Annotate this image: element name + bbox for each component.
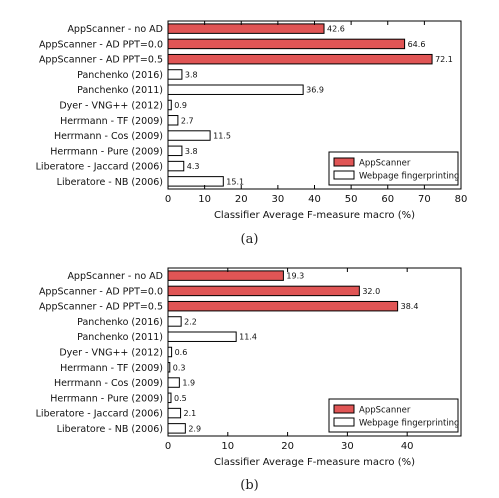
bar bbox=[167, 160, 185, 172]
category-label: AppScanner - no AD bbox=[67, 24, 163, 35]
bar bbox=[167, 115, 179, 126]
category-label: Liberatore - NB (2006) bbox=[57, 177, 163, 188]
category-label: Dyer - VNG++ (2012) bbox=[59, 101, 163, 112]
legend-swatch bbox=[333, 170, 355, 180]
value-label: 11.5 bbox=[213, 132, 231, 141]
x-tick-label: 60 bbox=[381, 194, 394, 205]
bar bbox=[167, 300, 399, 312]
category-label: Liberatore - NB (2006) bbox=[57, 424, 163, 435]
value-label: 3.8 bbox=[185, 147, 198, 156]
x-tick-label: 30 bbox=[272, 194, 285, 205]
category-label: Herrmann - TF (2009) bbox=[60, 116, 163, 127]
category-label: Liberatore - Jaccard (2006) bbox=[36, 409, 163, 420]
legend-label: AppScanner bbox=[359, 159, 411, 169]
bar bbox=[167, 99, 172, 111]
category-label: Dyer - VNG++ (2012) bbox=[59, 348, 163, 359]
value-label: 72.1 bbox=[435, 55, 453, 64]
x-tick-label: 70 bbox=[418, 194, 431, 205]
x-tick-label: 20 bbox=[235, 194, 248, 205]
value-label: 0.3 bbox=[173, 363, 186, 372]
category-label: AppScanner - AD PPT=0.0 bbox=[39, 39, 163, 50]
x-axis-label: Classifier Average F-measure macro (%) bbox=[214, 210, 415, 221]
category-label: Liberatore - Jaccard (2006) bbox=[36, 162, 163, 173]
bar bbox=[167, 130, 211, 141]
bar bbox=[167, 377, 180, 388]
bar bbox=[167, 331, 237, 342]
value-label: 1.9 bbox=[182, 379, 195, 388]
bar bbox=[167, 407, 182, 419]
x-tick-label: 30 bbox=[341, 441, 354, 452]
value-label: 32.0 bbox=[362, 287, 380, 296]
x-tick-label: 40 bbox=[401, 441, 414, 452]
legend-swatch bbox=[333, 404, 355, 414]
x-tick-label: 10 bbox=[221, 441, 234, 452]
figure-b: AppScanner - no AD 19.3 AppScanner - AD PP… bbox=[0, 262, 499, 472]
legend-label: Webpage fingerprinting bbox=[359, 419, 459, 429]
x-axis-label: Classifier Average F-measure macro (%) bbox=[214, 457, 415, 468]
value-label: 42.6 bbox=[327, 25, 345, 34]
category-label: Herrmann - Pure (2009) bbox=[50, 146, 163, 157]
x-tick-label: 0 bbox=[165, 194, 171, 205]
bar bbox=[167, 176, 224, 187]
value-label: 0.9 bbox=[174, 101, 187, 110]
value-label: 0.6 bbox=[175, 348, 188, 357]
bar bbox=[167, 270, 284, 281]
x-tick-label: 10 bbox=[198, 194, 211, 205]
category-label: Panchenko (2016) bbox=[77, 70, 163, 81]
bar bbox=[167, 423, 186, 434]
bar bbox=[167, 69, 183, 80]
bar bbox=[167, 23, 325, 34]
value-label: 0.5 bbox=[174, 394, 187, 403]
caption-a: (a) bbox=[240, 232, 259, 247]
value-label: 2.2 bbox=[184, 317, 197, 326]
bar bbox=[167, 145, 183, 157]
category-label: Herrmann - TF (2009) bbox=[60, 363, 163, 374]
category-label: Herrmann - Cos (2009) bbox=[54, 131, 163, 142]
value-label: 4.3 bbox=[187, 162, 200, 171]
value-label: 11.4 bbox=[239, 333, 257, 342]
x-tick-label: 40 bbox=[308, 194, 321, 205]
legend-swatch bbox=[333, 157, 355, 167]
bar bbox=[167, 316, 182, 327]
caption-b: (b) bbox=[240, 478, 259, 493]
category-label: Panchenko (2011) bbox=[77, 332, 163, 343]
x-tick-label: 50 bbox=[345, 194, 358, 205]
category-label: Panchenko (2011) bbox=[77, 85, 163, 96]
category-label: Herrmann - Cos (2009) bbox=[54, 378, 163, 389]
x-tick-label: 20 bbox=[281, 441, 294, 452]
value-label: 15.1 bbox=[226, 177, 244, 186]
category-label: AppScanner - AD PPT=0.0 bbox=[39, 286, 163, 297]
category-label: AppScanner - AD PPT=0.5 bbox=[39, 302, 163, 313]
value-label: 2.7 bbox=[181, 116, 194, 125]
bar bbox=[167, 346, 173, 358]
chart-b: AppScanner - no AD 19.3 AppScanner - AD PP… bbox=[36, 267, 462, 468]
category-label: Herrmann - Pure (2009) bbox=[50, 393, 163, 404]
value-label: 19.3 bbox=[286, 272, 304, 281]
value-label: 3.8 bbox=[185, 70, 198, 79]
value-label: 2.1 bbox=[184, 409, 197, 418]
bar bbox=[167, 392, 172, 404]
legend-swatch bbox=[333, 417, 355, 427]
x-tick-label: 80 bbox=[455, 194, 468, 205]
value-label: 64.6 bbox=[408, 40, 426, 49]
bar bbox=[167, 285, 360, 297]
chart-a: AppScanner - no AD 42.6 AppScanner - AD PP… bbox=[36, 20, 468, 221]
x-tick-label: 0 bbox=[165, 441, 171, 452]
category-label: Panchenko (2016) bbox=[77, 317, 163, 328]
value-label: 36.9 bbox=[306, 86, 324, 95]
value-label: 2.9 bbox=[188, 424, 201, 433]
legend-label: Webpage fingerprinting bbox=[359, 172, 459, 182]
value-label: 38.4 bbox=[401, 302, 419, 311]
bar bbox=[167, 84, 304, 95]
bar bbox=[167, 53, 433, 65]
bar bbox=[167, 362, 171, 373]
category-label: AppScanner - no AD bbox=[67, 271, 163, 282]
category-label: AppScanner - AD PPT=0.5 bbox=[39, 55, 163, 66]
legend-label: AppScanner bbox=[359, 406, 411, 416]
bar bbox=[167, 38, 406, 50]
figure-a: AppScanner - no AD 42.6 AppScanner - AD PP… bbox=[0, 0, 499, 225]
